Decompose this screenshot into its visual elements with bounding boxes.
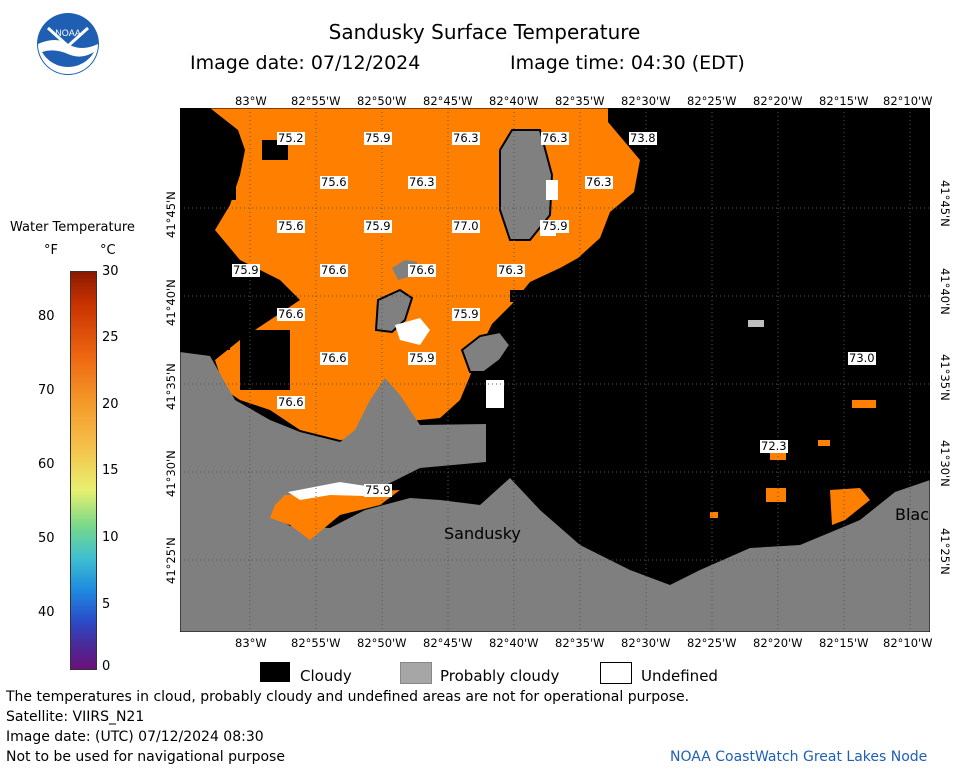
lat-tick-right: 41°35'N <box>938 354 952 401</box>
sst-label: 76.6 <box>277 395 305 409</box>
unit-celsius: °C <box>100 243 116 258</box>
legend-cloudy-label: Cloudy <box>300 667 352 685</box>
noaa-logo: NOAA <box>37 13 99 75</box>
footer-disclaimer: The temperatures in cloud, probably clou… <box>6 689 690 705</box>
lat-tick-right: 41°25'N <box>938 528 952 575</box>
lat-tick-left: 41°45'N <box>164 191 178 238</box>
logo-text: NOAA <box>55 28 81 38</box>
lon-tick-top: 82°25'W <box>687 94 737 108</box>
c-tick: 25 <box>102 330 119 345</box>
legend-probably-cloudy-label: Probably cloudy <box>440 667 560 685</box>
sst-label: 75.2 <box>277 131 305 145</box>
c-tick: 5 <box>102 597 111 612</box>
lat-tick-left: 41°35'N <box>164 363 178 410</box>
sst-label: 75.9 <box>452 307 480 321</box>
lon-tick-top: 82°10'W <box>883 94 933 108</box>
lon-tick-top: 82°45'W <box>423 94 473 108</box>
lat-tick-left: 41°25'N <box>164 537 178 584</box>
lon-tick-bottom: 82°20'W <box>753 636 803 650</box>
sst-label: 76.3 <box>408 175 436 189</box>
lon-tick-bottom: 82°50'W <box>357 636 407 650</box>
lon-tick-top: 82°35'W <box>555 94 605 108</box>
c-tick: 10 <box>102 530 119 545</box>
unit-fahrenheit: °F <box>44 243 58 258</box>
lat-tick-right: 41°45'N <box>938 180 952 227</box>
map-title: Sandusky Surface Temperature <box>328 20 641 44</box>
legend-undefined-swatch <box>600 662 632 684</box>
sst-label: 76.6 <box>408 263 436 277</box>
footer-satellite: Satellite: VIIRS_N21 <box>6 709 145 725</box>
lon-tick-top: 83°W <box>235 94 267 108</box>
legend-undefined-label: Undefined <box>641 667 718 685</box>
sst-label: 76.3 <box>497 263 525 277</box>
lon-tick-top: 82°30'W <box>621 94 671 108</box>
lon-tick-bottom: 82°35'W <box>555 636 605 650</box>
sst-label: 73.8 <box>629 131 657 145</box>
land-area <box>180 352 930 632</box>
footer-credit: NOAA CoastWatch Great Lakes Node <box>670 749 928 765</box>
f-tick: 40 <box>38 605 55 620</box>
sst-label: 75.9 <box>232 263 260 277</box>
lon-tick-bottom: 83°W <box>235 636 267 650</box>
lon-tick-bottom: 82°15'W <box>819 636 869 650</box>
place-label-sandusky: Sandusky <box>444 524 521 543</box>
sst-label: 72.3 <box>760 439 788 453</box>
temperature-color-scale <box>70 271 97 670</box>
probably-cloudy-area <box>499 129 554 241</box>
lon-tick-top: 82°15'W <box>819 94 869 108</box>
sst-label: 75.9 <box>364 483 392 497</box>
legend-cloudy-swatch <box>260 662 290 682</box>
legend-probably-cloudy-swatch <box>400 662 432 684</box>
undefined-area <box>395 318 430 345</box>
sst-label: 76.3 <box>452 131 480 145</box>
lon-tick-bottom: 82°25'W <box>687 636 737 650</box>
sst-label: 75.6 <box>320 175 348 189</box>
lat-tick-left: 41°40'N <box>164 279 178 326</box>
lon-tick-top: 82°40'W <box>489 94 539 108</box>
lon-tick-bottom: 82°10'W <box>883 636 933 650</box>
scale-title: Water Temperature <box>10 220 135 235</box>
f-tick: 80 <box>38 309 55 324</box>
sst-label: 75.6 <box>277 219 305 233</box>
lon-tick-top: 82°20'W <box>753 94 803 108</box>
sst-label: 76.6 <box>320 263 348 277</box>
f-tick: 60 <box>38 457 55 472</box>
graticule <box>180 108 930 632</box>
sst-label: 76.3 <box>585 175 613 189</box>
c-tick: 30 <box>102 264 119 279</box>
lat-tick-right: 41°40'N <box>938 268 952 315</box>
sst-label: 73.0 <box>848 351 876 365</box>
image-time: Image time: 04:30 (EDT) <box>510 52 745 74</box>
image-date: Image date: 07/12/2024 <box>190 52 421 74</box>
sst-label: 76.6 <box>277 307 305 321</box>
lon-tick-bottom: 82°30'W <box>621 636 671 650</box>
sst-label: 77.0 <box>452 219 480 233</box>
f-tick: 50 <box>38 531 55 546</box>
sst-label: 75.9 <box>408 351 436 365</box>
lon-tick-bottom: 82°55'W <box>291 636 341 650</box>
place-label-blac: Blac <box>895 505 930 524</box>
footer-nav-warning: Not to be used for navigational purpose <box>6 749 285 765</box>
c-tick: 15 <box>102 463 119 478</box>
footer-utc-date: Image date: (UTC) 07/12/2024 08:30 <box>6 729 264 745</box>
sst-label: 75.9 <box>364 219 392 233</box>
temperature-map <box>180 108 930 632</box>
sst-label: 75.9 <box>541 219 569 233</box>
f-tick: 70 <box>38 383 55 398</box>
sst-label: 76.3 <box>541 131 569 145</box>
lon-tick-bottom: 82°45'W <box>423 636 473 650</box>
sst-label: 76.6 <box>320 351 348 365</box>
sst-label: 75.9 <box>364 131 392 145</box>
lon-tick-top: 82°50'W <box>357 94 407 108</box>
lat-tick-right: 41°30'N <box>938 440 952 487</box>
c-tick: 20 <box>102 397 119 412</box>
c-tick: 0 <box>102 659 111 674</box>
lon-tick-bottom: 82°40'W <box>489 636 539 650</box>
lon-tick-top: 82°55'W <box>291 94 341 108</box>
lat-tick-left: 41°30'N <box>164 450 178 497</box>
